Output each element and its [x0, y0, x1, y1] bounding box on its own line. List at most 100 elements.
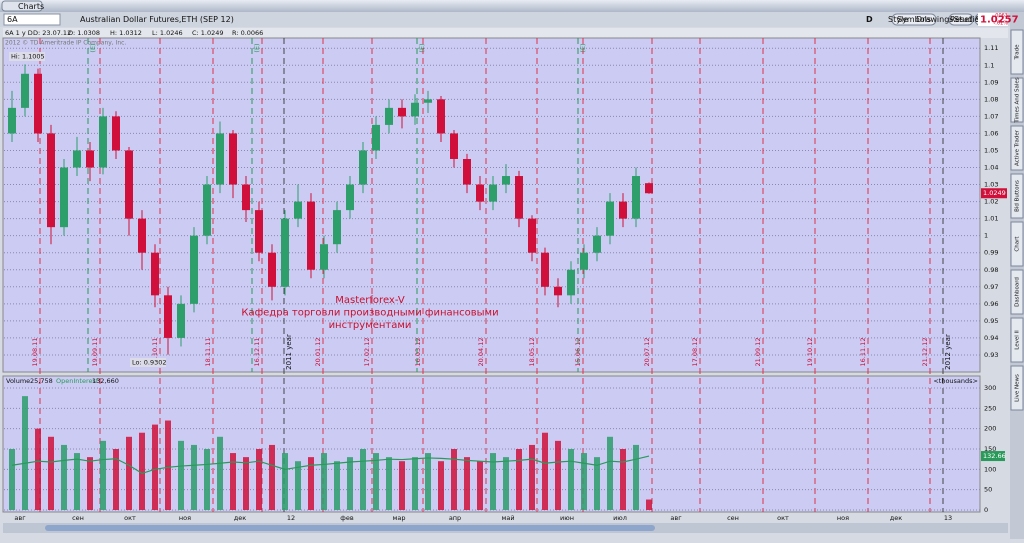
x-tick-label: апр	[449, 514, 461, 522]
toolbar-button[interactable]	[891, 13, 937, 26]
volume-bar	[490, 453, 496, 510]
y-tick-label: 1.11	[984, 44, 998, 52]
event-line-label: (E)	[579, 43, 587, 52]
scroll-thumb[interactable]	[45, 525, 655, 531]
info-field: D: 23.07.12	[33, 29, 71, 37]
volume-bar	[464, 457, 470, 510]
hi-label: Hi: 1.1005	[11, 53, 45, 61]
candle-body	[424, 99, 432, 103]
candle-body	[99, 116, 107, 168]
y-tick-label: 0.94	[984, 334, 998, 342]
info-field: 6A 1 y D	[5, 29, 33, 37]
x-tick-label: фев	[340, 514, 354, 522]
volume-bar	[594, 457, 600, 510]
y-tick-label: 1.08	[984, 95, 998, 103]
side-tab[interactable]	[1010, 77, 1024, 123]
candle-body	[21, 73, 29, 108]
x-tick-label: сен	[727, 514, 739, 522]
volume-bar	[542, 432, 548, 510]
event-line-label: (E)	[253, 43, 261, 52]
volume-bar	[516, 449, 522, 510]
oi-value: 132,660	[92, 377, 119, 385]
chart-tool[interactable]: D	[866, 15, 873, 24]
date-line-label: 19.08.11	[31, 338, 39, 367]
side-tab[interactable]	[1010, 29, 1024, 75]
side-tab[interactable]	[1010, 269, 1024, 315]
info-row	[3, 28, 1008, 38]
date-line-label: 16.12.11	[253, 338, 261, 367]
y-tick-label: 1.06	[984, 129, 998, 137]
candle-body	[515, 176, 523, 219]
change: -.0063	[992, 13, 1008, 19]
volume-bar	[477, 461, 483, 510]
candle-body	[34, 73, 42, 134]
date-line-label: 21.12.12	[921, 338, 929, 367]
candle-body	[528, 218, 536, 253]
volume-bar	[191, 444, 197, 510]
last-price-box	[978, 13, 1008, 26]
candle-body	[138, 218, 146, 253]
side-tab-label: Chart	[1015, 236, 1021, 252]
candle-body	[268, 252, 276, 287]
price-tag: 1.0249	[983, 189, 1006, 197]
side-tab[interactable]	[1010, 221, 1024, 267]
lo-label-box	[130, 358, 166, 367]
candle-body	[60, 167, 68, 228]
side-tab[interactable]	[1010, 125, 1024, 171]
info-field: H: 1.0312	[110, 29, 142, 37]
chart-tool[interactable]: Style	[888, 15, 908, 24]
volume-bar	[633, 444, 639, 510]
charts-tab[interactable]	[1, 0, 43, 12]
x-tick-label: 13	[944, 514, 952, 522]
volume-bar	[581, 453, 587, 510]
side-tab-label: Bid Buttons	[1015, 180, 1021, 212]
side-tab-label: Level II	[1015, 330, 1021, 350]
oi-tag: 132.66	[983, 452, 1006, 460]
candle-body	[489, 184, 497, 202]
candle-body	[333, 210, 341, 245]
volume-bar	[35, 428, 41, 510]
y-tick-label: 1.01	[984, 215, 998, 223]
candle-body	[294, 201, 302, 219]
toolbar-button[interactable]	[948, 13, 974, 26]
volume-bar	[295, 461, 301, 510]
candle-body	[203, 184, 211, 236]
y-tick-label: 1	[984, 232, 988, 240]
volume-bar	[620, 449, 626, 510]
candle-body	[47, 133, 55, 228]
last-price: 1.0257	[980, 15, 1019, 26]
chart-tool[interactable]: Drawings	[916, 15, 953, 24]
volume-bar	[152, 424, 158, 510]
volume-bar	[113, 449, 119, 510]
candle-body	[385, 107, 393, 125]
y-tick-label: 250	[984, 404, 996, 412]
chart-tool[interactable]: Studies	[954, 15, 984, 24]
volume-bar	[438, 461, 444, 510]
date-line-label: 18.11.11	[204, 338, 212, 367]
x-tick-label: авг	[14, 514, 26, 522]
volume-bar	[178, 440, 184, 510]
event-line-label: (E)	[89, 43, 97, 52]
volume-bar	[334, 461, 340, 510]
symbol-box[interactable]	[3, 13, 61, 26]
volume-bar	[48, 436, 54, 510]
side-tab[interactable]	[1010, 317, 1024, 363]
toolbar-button-label: Reset	[950, 15, 972, 24]
date-line-label: 21.09.12	[754, 338, 762, 367]
y-tick-label: 150	[984, 445, 996, 453]
volume-bar	[529, 444, 535, 510]
window-title: Charts	[18, 2, 44, 11]
year-label: 2012 year	[944, 334, 952, 370]
date-line-label: 18.10.11	[151, 338, 159, 367]
toolbar-button-label: Symbols	[897, 15, 931, 24]
side-tab[interactable]	[1010, 173, 1024, 219]
annotation: Кафедра торговли производными финансовым…	[241, 308, 498, 319]
volume-bar	[568, 449, 574, 510]
copyright: 2012 © TD Ameritrade IP Company, Inc.	[5, 40, 126, 47]
date-line-label: 17.02.12	[363, 338, 371, 367]
volume-bar	[373, 453, 379, 510]
volume-bar	[282, 453, 288, 510]
candle-body	[8, 107, 16, 134]
side-tab[interactable]	[1010, 365, 1024, 411]
